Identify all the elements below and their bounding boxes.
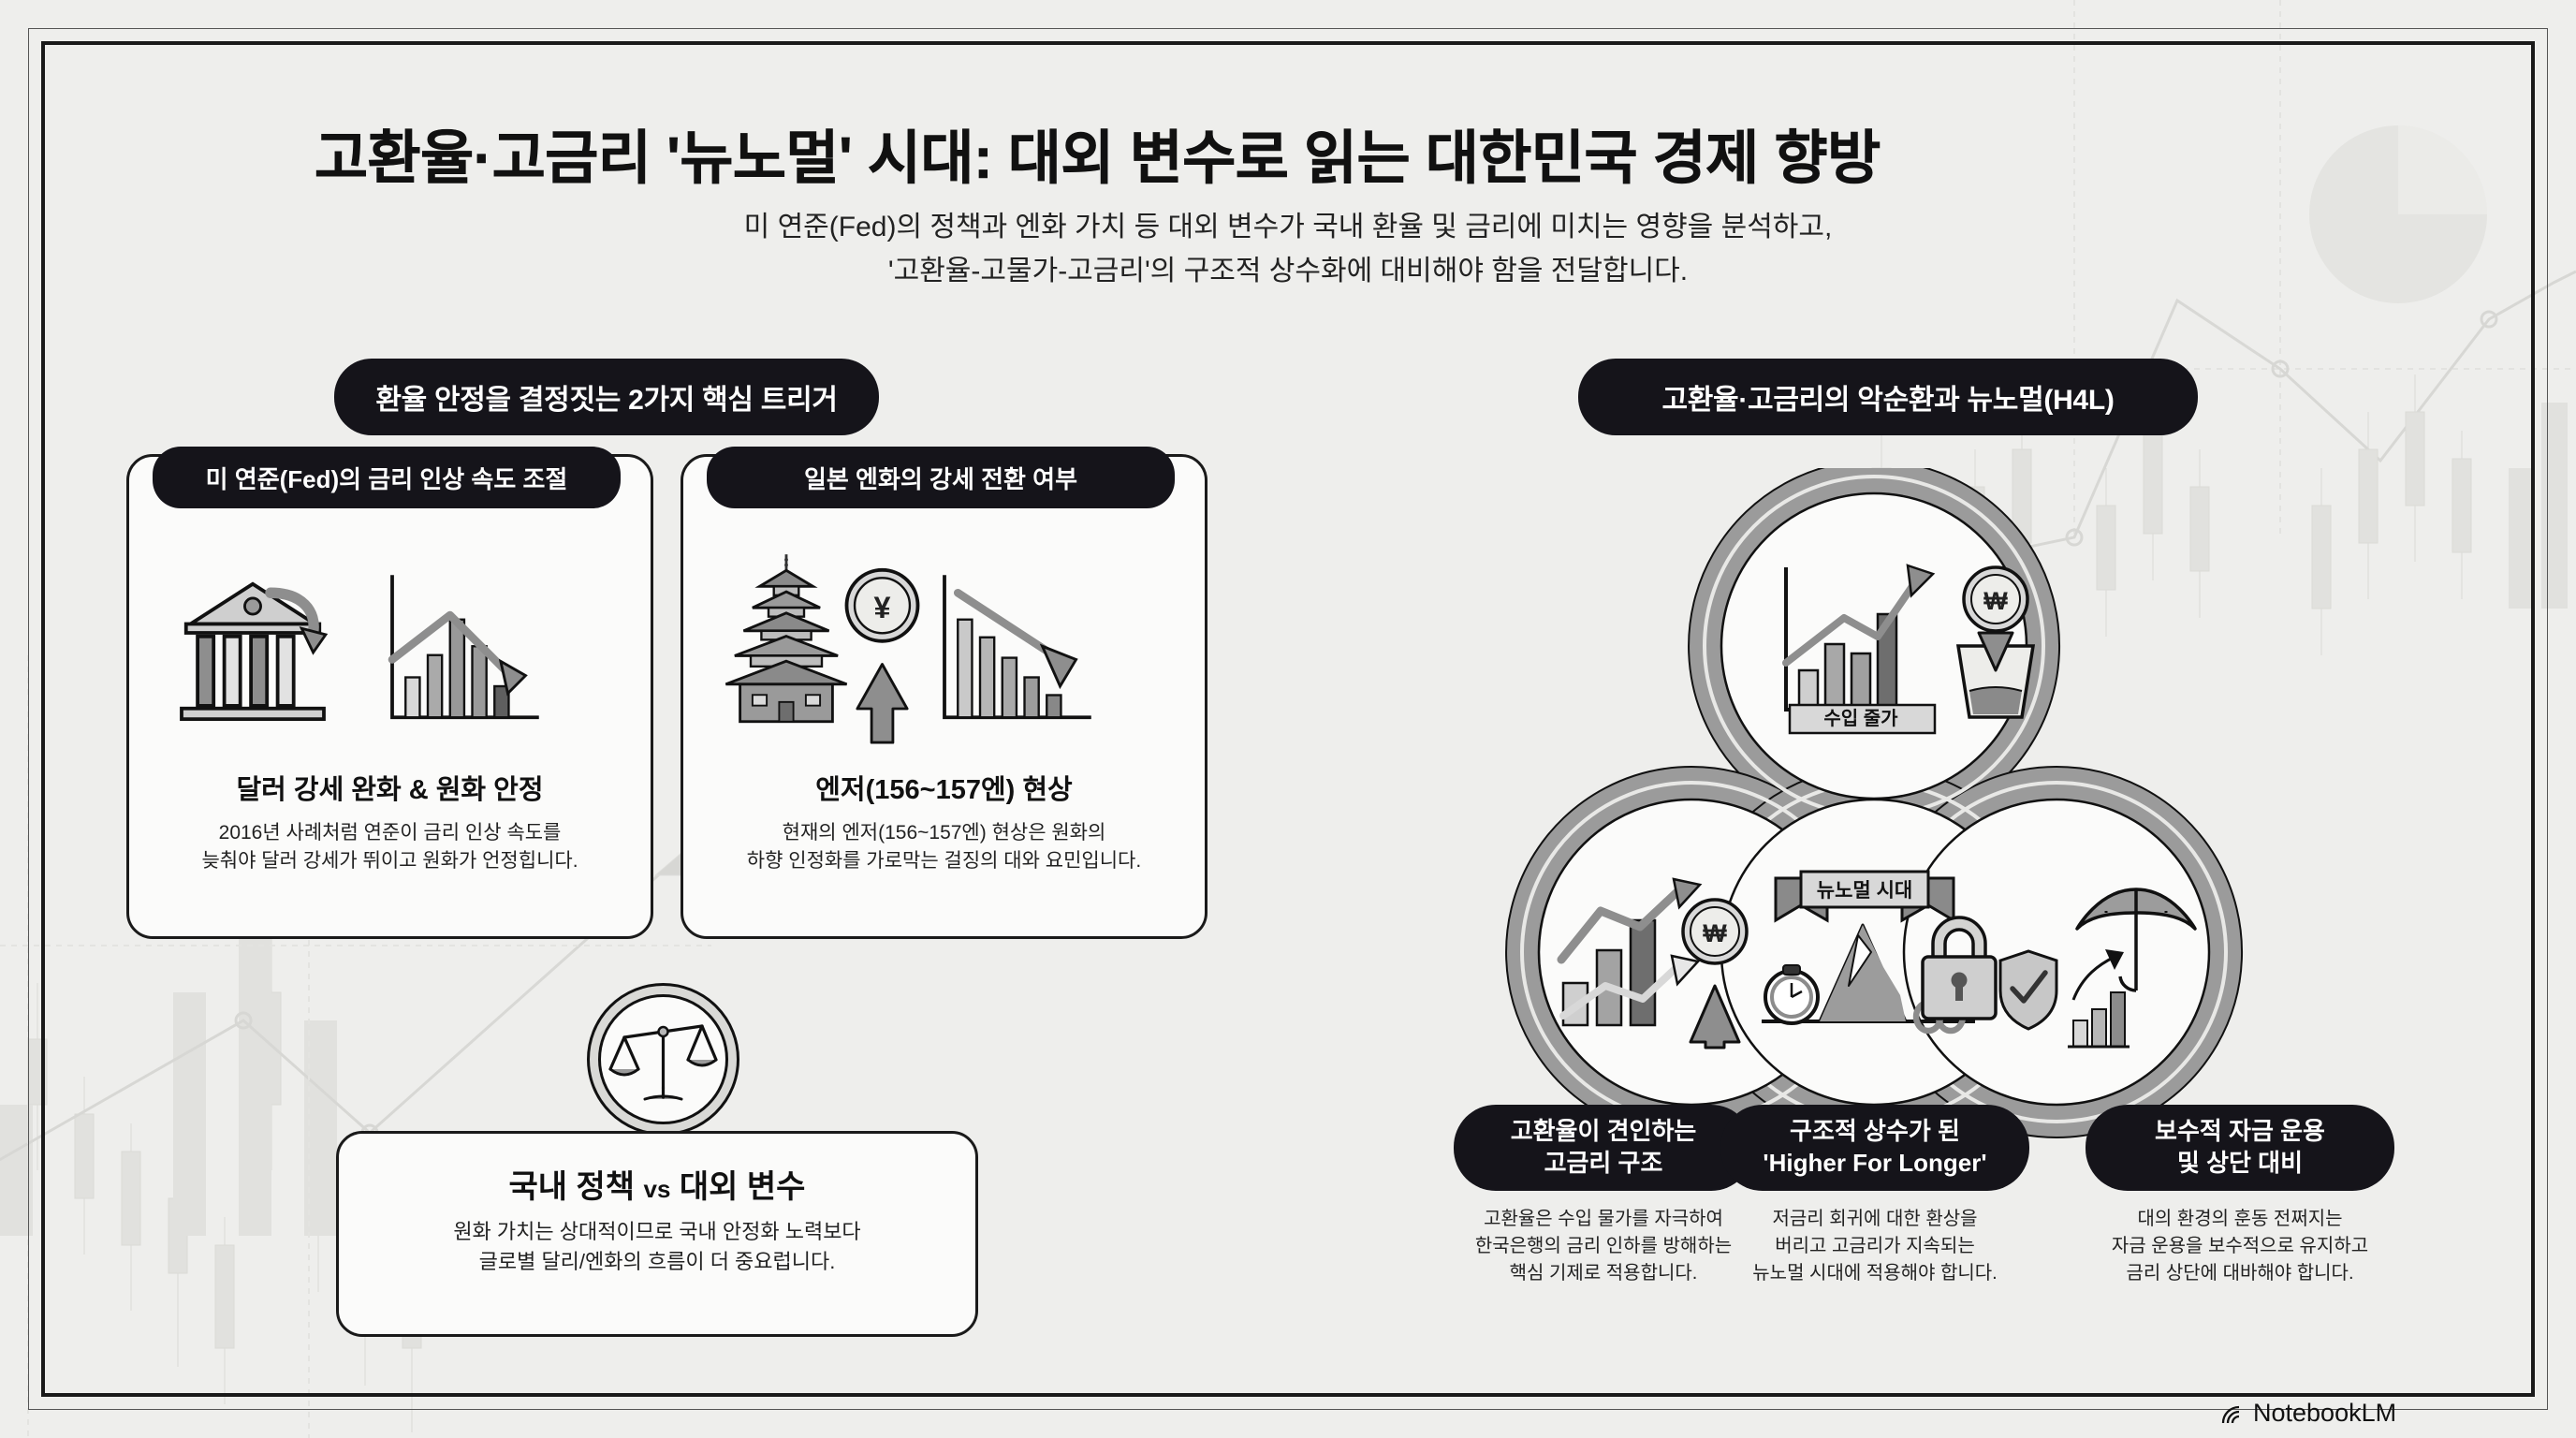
svg-text:뉴노멀 시대: 뉴노멀 시대	[1817, 880, 1912, 902]
svg-text:¥: ¥	[874, 591, 891, 624]
svg-text:수입 줄가: 수입 줄가	[1823, 708, 1898, 729]
svg-text:₩: ₩	[1703, 919, 1727, 947]
svg-text:₩: ₩	[1983, 587, 2008, 615]
